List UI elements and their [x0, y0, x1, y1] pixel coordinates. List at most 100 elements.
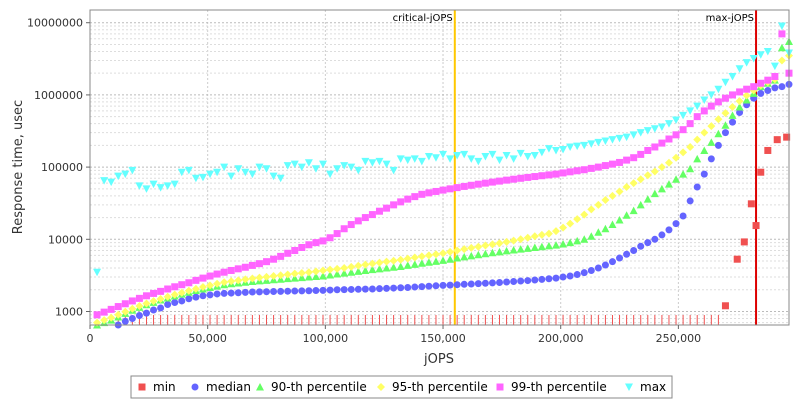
95-th-percentile-point — [608, 191, 617, 200]
99-th-percentile-point — [658, 139, 666, 147]
99-th-percentile-point — [425, 189, 433, 197]
series-99-th-percentile — [93, 30, 793, 319]
95-th-percentile-point — [622, 183, 631, 192]
max-point — [255, 163, 264, 172]
95-th-percentile-point — [453, 246, 462, 255]
x-tick-label: 250,000 — [656, 332, 702, 345]
95-th-percentile-point — [107, 313, 116, 322]
99-th-percentile-point — [594, 163, 602, 171]
95-th-percentile-point — [396, 255, 405, 264]
90-th-percentile-point — [523, 244, 532, 252]
99-th-percentile-point — [361, 214, 369, 222]
max-point — [700, 96, 709, 105]
y-tick-label: 10000 — [48, 233, 83, 246]
90-th-percentile-point — [516, 245, 525, 253]
max-point — [319, 160, 327, 169]
95-th-percentile-point — [742, 91, 751, 100]
max-point — [707, 91, 716, 99]
median-point — [679, 212, 687, 220]
max-point — [559, 146, 568, 154]
99-th-percentile-point — [531, 173, 539, 181]
95-th-percentile-point — [149, 297, 158, 306]
99-th-percentile-point — [778, 30, 786, 38]
median-point — [757, 89, 765, 97]
95-th-percentile-point — [559, 223, 568, 232]
90-th-percentile-point — [375, 264, 384, 273]
95-th-percentile-point — [276, 271, 285, 280]
median-point — [255, 288, 263, 296]
95-th-percentile-point — [128, 304, 137, 313]
median-point — [637, 242, 645, 250]
median-point — [686, 197, 694, 205]
95-th-percentile-point — [707, 122, 716, 131]
95-th-percentile-point — [460, 245, 469, 254]
99-th-percentile-point — [651, 143, 659, 151]
95-th-percentile-point — [227, 277, 236, 286]
median-point — [771, 84, 779, 92]
median-point — [552, 274, 560, 282]
max-point — [269, 172, 278, 181]
99-th-percentile-point — [693, 113, 701, 121]
max-point — [114, 172, 123, 181]
99-th-percentile-point — [178, 281, 186, 289]
90-th-percentile-point — [354, 267, 363, 275]
median-point — [559, 273, 567, 281]
median-point — [594, 264, 602, 272]
median-point — [135, 312, 143, 320]
median-point — [538, 275, 546, 283]
max-point — [297, 163, 306, 172]
95-th-percentile-point — [530, 232, 539, 241]
median-point — [397, 284, 405, 292]
95-th-percentile-point — [657, 163, 666, 172]
max-point — [241, 168, 250, 177]
median-point — [566, 272, 574, 280]
95-th-percentile-point — [269, 272, 278, 281]
95-th-percentile-point — [566, 219, 575, 228]
median-point — [587, 266, 595, 274]
90-th-percentile-point — [679, 170, 688, 178]
90-th-percentile-point — [672, 175, 681, 183]
legend-label-max: max — [640, 380, 666, 394]
99-th-percentile-point — [234, 265, 242, 273]
90-th-percentile-point — [424, 258, 433, 266]
99-th-percentile-point — [467, 181, 475, 189]
95-th-percentile-point — [523, 233, 532, 242]
99-th-percentile-point — [171, 283, 179, 291]
95-th-percentile-point — [481, 241, 490, 250]
median-point — [573, 271, 581, 279]
95-th-percentile-point — [735, 97, 744, 106]
99-th-percentile-point — [580, 166, 588, 174]
99-th-percentile-point — [333, 230, 341, 238]
99-th-percentile-point — [729, 91, 737, 99]
min-point — [757, 168, 765, 176]
median-point — [390, 284, 398, 292]
99-th-percentile-point — [411, 193, 419, 201]
max-point — [234, 165, 243, 173]
99-th-percentile-point — [404, 195, 412, 203]
99-th-percentile-point — [227, 266, 235, 274]
median-point — [199, 292, 207, 300]
90-th-percentile-point — [403, 261, 412, 269]
95-th-percentile-point — [664, 158, 673, 167]
99-th-percentile-point — [128, 297, 136, 305]
95-th-percentile-point — [198, 283, 207, 292]
90-th-percentile-point — [495, 247, 504, 256]
95-th-percentile-point — [163, 292, 172, 301]
95-th-percentile-point — [601, 196, 610, 205]
99-th-percentile-point — [566, 168, 574, 176]
legend-label-95-th-percentile: 95-th percentile — [392, 380, 488, 394]
max-point — [368, 159, 377, 167]
min-point — [747, 200, 755, 208]
x-tick-label: 150,000 — [420, 332, 466, 345]
median-point — [517, 277, 525, 285]
95-th-percentile-point — [573, 215, 582, 224]
90-th-percentile-point — [340, 269, 349, 277]
95-th-percentile-point — [502, 237, 511, 246]
max-point — [502, 151, 511, 160]
max-point — [573, 142, 582, 151]
median-point — [375, 285, 383, 293]
max-point — [206, 170, 215, 179]
90-th-percentile-point — [333, 270, 342, 278]
99-th-percentile-point — [206, 272, 214, 280]
